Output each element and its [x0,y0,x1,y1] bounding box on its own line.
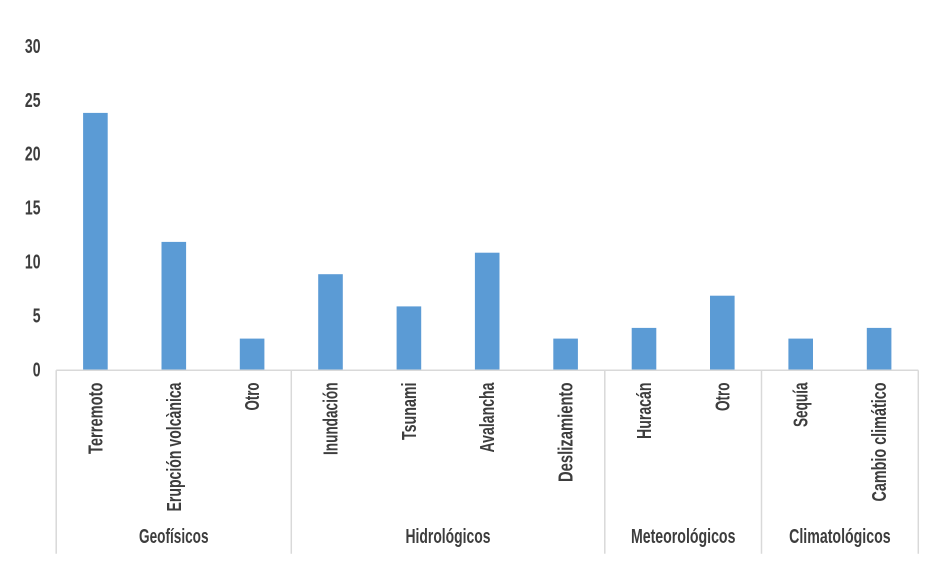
svg-text:5: 5 [33,305,41,327]
svg-text:Terremoto: Terremoto [85,383,107,455]
svg-text:Tsunami: Tsunami [399,383,421,441]
svg-text:Hidrológicos: Hidrológicos [406,526,491,548]
svg-text:Inundación: Inundación [321,383,343,456]
svg-text:0: 0 [33,359,41,381]
svg-text:Huracán: Huracán [634,383,656,440]
svg-text:Erupción volcànica: Erupción volcànica [164,382,186,512]
svg-text:25: 25 [25,90,41,112]
svg-text:20: 20 [25,144,41,166]
svg-text:Cambio climático: Cambio climático [869,383,891,502]
svg-text:Otro: Otro [712,383,734,412]
svg-text:10: 10 [25,252,41,274]
svg-text:Otro: Otro [242,383,264,411]
svg-text:15: 15 [25,198,41,220]
svg-text:Meteorológicos: Meteorológicos [631,526,736,548]
svg-text:Geofísicos: Geofísicos [139,526,209,548]
svg-text:Sequía: Sequía [791,382,813,427]
svg-text:Avalancha: Avalancha [477,382,499,453]
svg-text:30: 30 [25,36,41,58]
svg-text:Deslizamiento: Deslizamiento [556,383,578,483]
svg-text:Climatológicos: Climatológicos [789,526,891,548]
